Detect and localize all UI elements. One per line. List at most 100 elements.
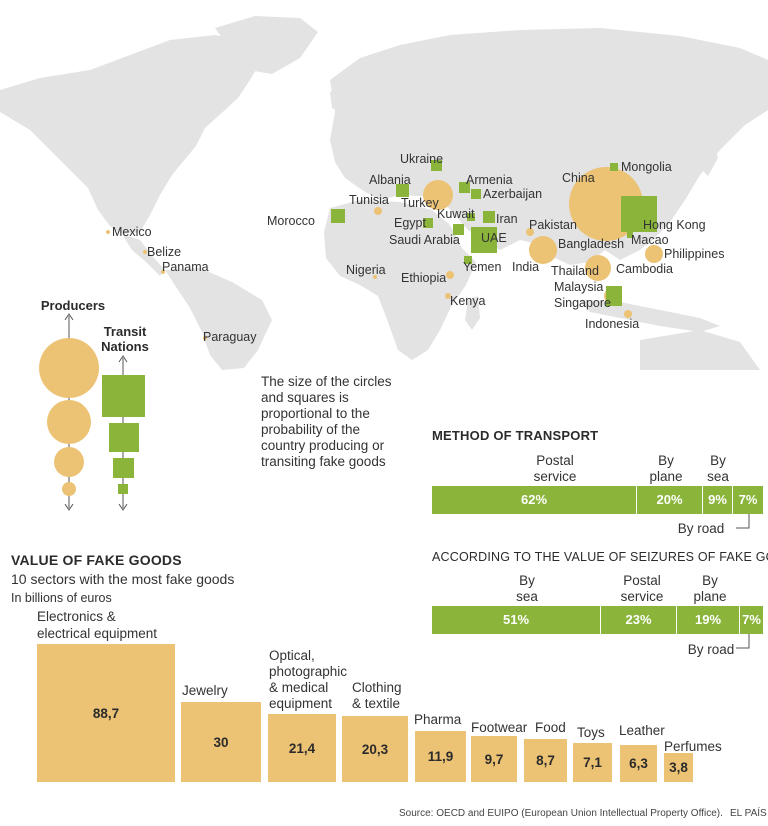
south-america-landmass (165, 268, 272, 370)
iran-transit-marker (483, 211, 495, 223)
label-azerbaijan: Azerbaijan (483, 187, 543, 201)
seizures-sea-label-line2: sea (516, 589, 538, 604)
goods-label-optical-line4: equipment (269, 696, 333, 711)
seizures-segment-plane: 19% (677, 606, 740, 634)
goods-label-optical-line2: photographic (269, 664, 348, 679)
goods-box-leather: 6,3 (620, 745, 657, 782)
eurasia-landmass (330, 28, 768, 265)
morocco-transit-marker (331, 209, 345, 223)
goods-unit: In billions of euros (11, 591, 112, 605)
transport-title: METHOD OF TRANSPORT (432, 428, 599, 443)
label-saudi-arabia: Saudi Arabia (389, 233, 460, 247)
transport-postal-label-line2: service (533, 469, 577, 484)
hong-kong-transit-marker (621, 196, 657, 232)
label-pakistan: Pakistan (529, 218, 577, 232)
label-china: China (562, 171, 595, 185)
size-description: The size of the circles and squares is p… (261, 374, 392, 469)
label-belize: Belize (147, 245, 182, 259)
seizures-sea-label-line1: By (519, 573, 535, 588)
transport-plane-label-line2: plane (649, 469, 683, 484)
goods-value-electronics: 88,7 (92, 705, 120, 721)
seizures-title: ACCORDING TO THE VALUE OF SEIZURES OF FA… (432, 550, 768, 564)
tunisia-producer-marker (374, 207, 382, 215)
goods-label-footwear: Footwear (471, 720, 528, 735)
label-morocco: Morocco (267, 214, 315, 228)
goods-value-toys: 7,1 (583, 755, 602, 770)
goods-box-footwear: 9,7 (471, 736, 517, 782)
goods-value-jewelry: 30 (213, 734, 229, 750)
north-america-landmass (0, 35, 262, 234)
ethiopia-producer-marker (446, 271, 454, 279)
seizures-segment-road: 7% (742, 612, 761, 627)
ukraine-transit-marker (431, 160, 442, 171)
legend-transit-title-line1: Transit (103, 324, 147, 339)
seizures-plane-label-line1: By (702, 573, 718, 588)
label-malaysia: Malaysia (554, 280, 604, 294)
pakistan-producer-marker (526, 228, 534, 236)
transport-road-label: By road (677, 521, 725, 536)
goods-value-perfumes: 3,8 (669, 760, 688, 775)
kenya-producer-marker (445, 293, 451, 299)
yemen-transit-marker (464, 256, 472, 264)
label-ethiopia: Ethiopia (401, 271, 447, 285)
brand-logo: EL PAÍS (730, 808, 767, 819)
indonesia-producer-marker (624, 310, 632, 318)
label-thailand: Thailand (551, 264, 599, 278)
thailand-producer-marker (585, 255, 611, 281)
label-cambodia: Cambodia (616, 262, 673, 276)
label-turkey: Turkey (401, 196, 439, 210)
label-yemen: Yemen (463, 260, 502, 274)
paraguay-producer-marker (203, 336, 207, 340)
transport-sea-label-line2: sea (707, 469, 729, 484)
label-india: India (512, 260, 540, 274)
label-tunisia: Tunisia (349, 193, 389, 207)
goods-label-clothing-line1: Clothing (352, 680, 402, 695)
label-philippines: Philippines (664, 247, 725, 261)
transport-segment-plane: 20% (637, 486, 703, 514)
goods-value-leather: 6,3 (629, 756, 648, 771)
uk-landmass (330, 86, 346, 112)
legend-transit-title-line2: Nations (101, 339, 149, 354)
size-legend (39, 313, 145, 511)
goods-label-leather: Leather (619, 723, 665, 738)
legend-square-tiny (118, 484, 128, 494)
label-egypt: Egypt (394, 216, 426, 230)
transport-segment-postal: 62% (432, 486, 637, 514)
goods-label-electronics-line1: Electronics & (37, 609, 116, 624)
source-note: Source: OECD and EUIPO (European Union I… (399, 808, 723, 819)
goods-label-pharma: Pharma (414, 712, 462, 727)
goods-box-clothing: 20,3 (342, 716, 408, 782)
indonesia-landmass (580, 300, 720, 332)
turkey-producer-marker (423, 180, 453, 210)
greenland-landmass (215, 16, 318, 74)
label-hong-kong: Hong Kong (643, 218, 706, 232)
label-indonesia: Indonesia (585, 317, 640, 331)
seizures-plane-label-line2: plane (693, 589, 727, 604)
panama-producer-marker (161, 270, 165, 274)
legend-square-small (113, 458, 134, 478)
nigeria-producer-marker (373, 275, 377, 279)
transport-bar: 62% 20% 9% 7% (432, 486, 763, 514)
goods-label-optical-line1: Optical, (269, 648, 315, 663)
label-kuwait: Kuwait (437, 207, 475, 221)
japan-landmass (700, 140, 718, 176)
seizures-segment-postal: 23% (601, 606, 677, 634)
goods-box-toys: 7,1 (573, 743, 612, 782)
label-kenya: Kenya (450, 294, 486, 308)
singapore-transit-marker (606, 286, 622, 306)
label-paraguay: Paraguay (203, 330, 257, 344)
seizures-bar: 51% 23% 19% 7% (432, 606, 763, 634)
label-albania: Albania (369, 173, 411, 187)
goods-title: VALUE OF FAKE GOODS (11, 552, 182, 568)
goods-box-electronics: 88,7 (37, 644, 175, 782)
legend-square-medium (109, 423, 139, 452)
legend-producers-title: Producers (40, 298, 106, 313)
goods-box-pharma: 11,9 (415, 731, 466, 782)
central-america-landmass (122, 234, 165, 276)
goods-value-food: 8,7 (536, 753, 555, 768)
goods-box-optical: 21,4 (268, 714, 336, 782)
goods-value-optical: 21,4 (288, 740, 316, 756)
label-ukraine: Ukraine (400, 152, 444, 166)
transport-sea-label-line1: By (710, 453, 726, 468)
label-singapore: Singapore (554, 296, 611, 310)
